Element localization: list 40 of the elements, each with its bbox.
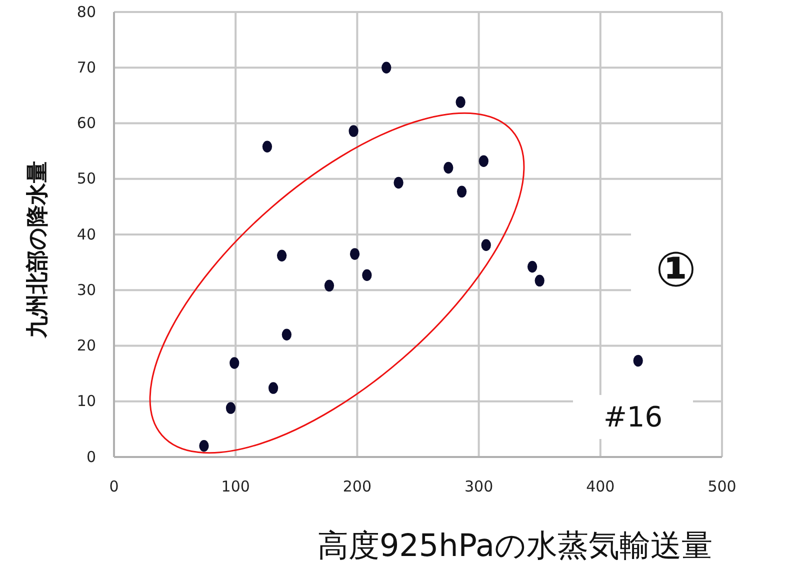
- x-tick-label: 200: [342, 478, 372, 496]
- y-tick-label: 30: [76, 280, 96, 299]
- point: [382, 62, 392, 74]
- y-tick-label: 40: [76, 225, 96, 244]
- x-tick-label: 300: [464, 478, 494, 496]
- point: [481, 239, 491, 251]
- y-tick-label: 10: [76, 392, 96, 410]
- x-tick-label: 500: [708, 478, 736, 496]
- point: [324, 280, 334, 292]
- y-tick-label: 20: [76, 336, 96, 355]
- point: [262, 140, 272, 152]
- point: [394, 176, 404, 189]
- point: [350, 248, 360, 260]
- point: [527, 260, 538, 273]
- point: [444, 162, 454, 174]
- point: [633, 354, 643, 367]
- y-tick-label: 70: [76, 58, 96, 76]
- point: [348, 125, 358, 137]
- x-tick-label: 400: [586, 478, 615, 496]
- y-tick-label: 0: [86, 448, 96, 466]
- point: [230, 357, 240, 369]
- y-tick-label: 60: [76, 114, 96, 132]
- point: [456, 96, 466, 108]
- point: [276, 250, 287, 262]
- point: [456, 186, 467, 198]
- point: [199, 440, 209, 452]
- annotation: #16: [603, 400, 663, 434]
- x-tick-label: 0: [109, 478, 119, 496]
- annotation: ①: [656, 242, 696, 298]
- x-tick-label: 100: [221, 478, 250, 496]
- x-axis-title: 高度925hPaの水蒸気輸送量: [317, 528, 713, 562]
- point: [478, 155, 488, 167]
- y-tick-label: 80: [76, 2, 96, 21]
- point: [534, 274, 544, 287]
- point: [268, 382, 278, 394]
- y-tick-label: 50: [76, 170, 96, 188]
- point: [282, 328, 292, 340]
- y-axis-title: 九州北部の降水量: [24, 161, 50, 339]
- point: [362, 269, 372, 281]
- point: [226, 402, 236, 414]
